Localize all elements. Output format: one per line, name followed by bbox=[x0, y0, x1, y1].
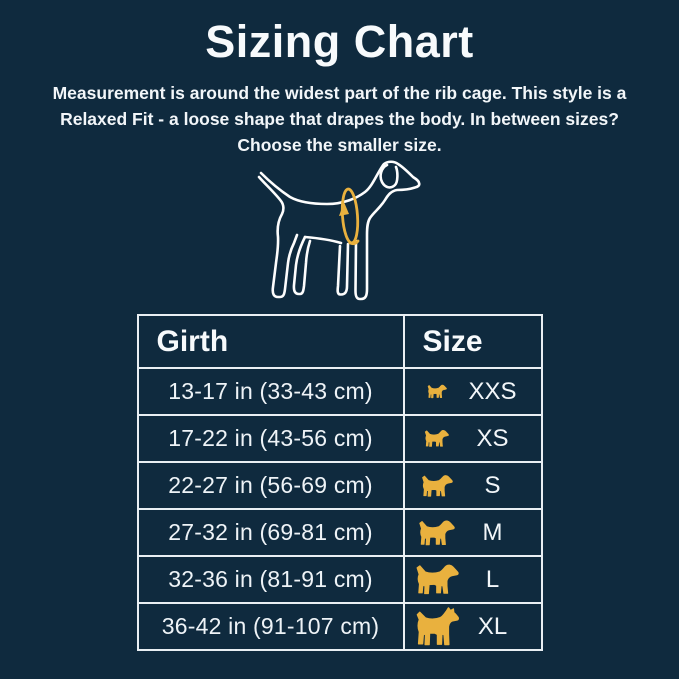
dog-icon-l bbox=[415, 563, 459, 596]
girth-value: 22-27 in (56-69 cm) bbox=[136, 461, 405, 510]
size-label: S bbox=[484, 471, 501, 499]
subtitle-line-1: Measurement is around the widest part of… bbox=[52, 83, 627, 103]
size-label: L bbox=[485, 565, 500, 593]
dog-icon-slot bbox=[414, 563, 460, 596]
subtitle-line-2: Relaxed Fit - a loose shape that drapes … bbox=[60, 109, 619, 129]
dog-icon-slot bbox=[414, 384, 460, 399]
table-row: 17-22 in (43-56 cm) XS bbox=[136, 414, 543, 463]
girth-value: 27-32 in (69-81 cm) bbox=[136, 508, 405, 557]
size-label: M bbox=[482, 518, 503, 546]
page-title: Sizing Chart bbox=[205, 16, 474, 67]
dog-icon-slot bbox=[414, 474, 460, 498]
column-header-girth: Girth bbox=[136, 314, 405, 369]
girth-measure-loop bbox=[339, 187, 360, 246]
table-row: 27-32 in (69-81 cm) M bbox=[136, 508, 543, 557]
size-cell: XS bbox=[402, 414, 543, 463]
size-table-body: 13-17 in (33-43 cm) XXS 17-22 in (43-56 … bbox=[136, 367, 543, 651]
table-row: 13-17 in (33-43 cm) XXS bbox=[136, 367, 543, 416]
dog-icon-s bbox=[421, 474, 453, 498]
size-cell: XXS bbox=[402, 367, 543, 416]
column-header-size: Size bbox=[402, 314, 543, 369]
girth-value: 36-42 in (91-107 cm) bbox=[136, 602, 405, 651]
sizing-table: Girth Size 13-17 in (33-43 cm) XXS 17-22… bbox=[136, 314, 543, 651]
dog-outline bbox=[257, 160, 421, 301]
dog-icon-slot bbox=[414, 519, 460, 547]
size-cell: M bbox=[402, 508, 543, 557]
table-row: 32-36 in (81-91 cm) L bbox=[136, 555, 543, 604]
size-label: XL bbox=[477, 612, 508, 640]
table-row: 22-27 in (56-69 cm) S bbox=[136, 461, 543, 510]
dog-girth-diagram bbox=[0, 159, 679, 303]
size-cell: XL bbox=[402, 602, 543, 651]
dog-outline-illustration bbox=[257, 160, 421, 301]
dog-icon-xs bbox=[424, 429, 449, 448]
size-cell: S bbox=[402, 461, 543, 510]
up-arrow-icon bbox=[339, 202, 349, 216]
subtitle-line-3: Choose the smaller size. bbox=[237, 135, 442, 155]
dog-icon-m bbox=[418, 519, 455, 547]
size-cell: L bbox=[402, 555, 543, 604]
size-label: XS bbox=[476, 424, 509, 452]
girth-value: 13-17 in (33-43 cm) bbox=[136, 367, 405, 416]
dog-icon-slot bbox=[414, 429, 460, 448]
dog-icon-xxs bbox=[427, 384, 447, 399]
size-label: XXS bbox=[468, 377, 517, 405]
table-row: 36-42 in (91-107 cm) XL bbox=[136, 602, 543, 651]
page-subtitle: Measurement is around the widest part of… bbox=[0, 80, 679, 158]
table-header-row: Girth Size bbox=[136, 314, 543, 369]
dog-icon-xl bbox=[414, 607, 460, 647]
dog-icon-slot bbox=[414, 607, 460, 647]
girth-value: 17-22 in (43-56 cm) bbox=[136, 414, 405, 463]
girth-value: 32-36 in (81-91 cm) bbox=[136, 555, 405, 604]
